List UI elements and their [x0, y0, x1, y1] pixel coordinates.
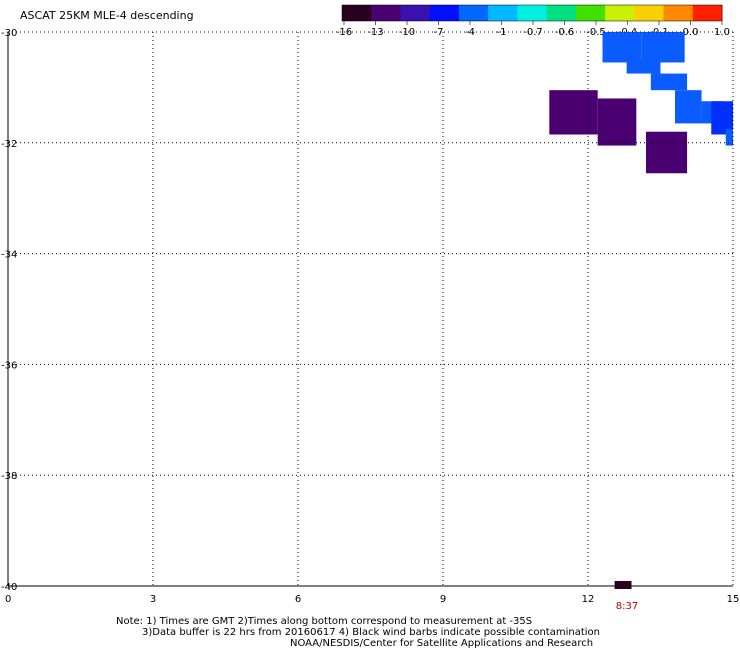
wind-cell: [626, 59, 661, 74]
colorbar-swatch: [605, 5, 635, 21]
wind-cell: [549, 90, 598, 135]
colorbar-swatch: [517, 5, 548, 21]
wind-cell: [711, 101, 733, 135]
x-axis-ticks: 0 3 6 9 12 15: [5, 594, 739, 605]
colorbar-label: -10: [399, 27, 415, 38]
time-marker-label: 8:37: [616, 601, 638, 612]
colorbar-label: 0.0: [683, 27, 699, 38]
wind-cell: [641, 32, 661, 63]
time-markers: 8:37: [614, 581, 638, 612]
time-marker-bar: [614, 581, 632, 589]
colorbar-label: -4: [465, 27, 475, 38]
colorbar-label: -7: [434, 27, 444, 38]
y-tick-label: -38: [1, 471, 17, 482]
wind-cell: [660, 32, 685, 63]
colorbar-legend: -16-13-10-7-4-1-0.7-0.6-0.5-0.4-0.10.01.…: [336, 4, 730, 38]
colorbar-swatch: [400, 5, 431, 21]
colorbar-border: [341, 4, 723, 22]
wind-cell: [597, 98, 637, 146]
y-tick-label: -30: [1, 28, 17, 39]
x-tick-label: 6: [295, 594, 301, 605]
colorbar-swatch: [634, 5, 665, 21]
wind-cell: [650, 73, 688, 91]
note-line-2: 3)Data buffer is 22 hrs from 20160617 4)…: [142, 627, 600, 638]
y-axis-ticks: -30 -32 -34 -36 -38 -40: [1, 28, 17, 593]
wind-cell: [602, 32, 642, 63]
y-tick-label: -36: [1, 360, 17, 371]
x-tick-label: 0: [5, 594, 11, 605]
y-tick-label: -32: [1, 139, 17, 150]
wind-cells: [549, 32, 733, 174]
colorbar-swatch: [546, 5, 577, 21]
x-tick-label: 9: [440, 594, 446, 605]
colorbar-swatch: [429, 5, 460, 21]
colorbar-swatch: [663, 5, 694, 21]
map-title: ASCAT 25KM MLE-4 descending: [20, 9, 194, 22]
y-tick-label: -40: [1, 582, 17, 593]
colorbar-swatch: [342, 5, 372, 21]
note-line-3: NOAA/NESDIS/Center for Satellite Applica…: [290, 638, 594, 649]
x-tick-label: 3: [150, 594, 156, 605]
wind-cell: [646, 131, 688, 174]
colorbar-swatch: [371, 5, 401, 21]
y-tick-label: -34: [1, 250, 17, 261]
x-tick-label: 12: [582, 594, 595, 605]
colorbar-swatch: [575, 5, 606, 21]
wind-cell: [725, 128, 733, 146]
x-tick-label: 15: [727, 594, 740, 605]
colorbar-swatch: [488, 5, 518, 21]
wind-cell: [675, 90, 702, 124]
colorbar-swatch: [458, 5, 489, 21]
colorbar-label: -13: [367, 27, 383, 38]
colorbar-label: 1.0: [714, 27, 730, 38]
map-frame: [7, 32, 733, 587]
colorbar-swatch: [692, 5, 723, 21]
note-line-1: Note: 1) Times are GMT 2)Times along bot…: [116, 616, 533, 627]
colorbar-label: -1: [497, 27, 507, 38]
